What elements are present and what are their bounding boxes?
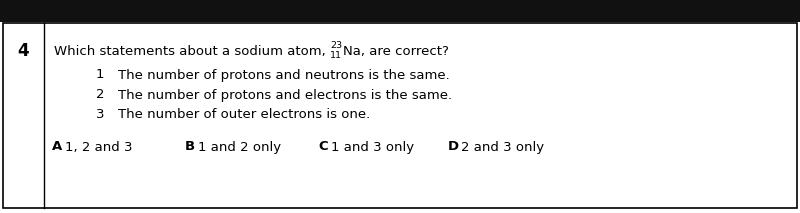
Text: The number of outer electrons is one.: The number of outer electrons is one. bbox=[118, 108, 370, 121]
Text: A: A bbox=[52, 141, 62, 154]
Text: D: D bbox=[448, 141, 459, 154]
Text: 4: 4 bbox=[18, 42, 30, 60]
Text: 11: 11 bbox=[330, 52, 342, 60]
Bar bbox=[3, 23, 797, 208]
Text: 2 and 3 only: 2 and 3 only bbox=[461, 141, 544, 154]
Text: 1 and 2 only: 1 and 2 only bbox=[198, 141, 281, 154]
Text: 2: 2 bbox=[96, 88, 104, 102]
Text: 1: 1 bbox=[96, 69, 104, 82]
Text: The number of protons and neutrons is the same.: The number of protons and neutrons is th… bbox=[118, 69, 450, 82]
Text: The number of protons and electrons is the same.: The number of protons and electrons is t… bbox=[118, 88, 452, 102]
Text: Which statements about a sodium atom,: Which statements about a sodium atom, bbox=[54, 45, 330, 58]
Text: Na, are correct?: Na, are correct? bbox=[343, 45, 449, 58]
Text: C: C bbox=[318, 141, 328, 154]
Bar bbox=[0, 0, 800, 22]
Text: 1 and 3 only: 1 and 3 only bbox=[331, 141, 414, 154]
Text: 3: 3 bbox=[96, 108, 104, 121]
Text: 1, 2 and 3: 1, 2 and 3 bbox=[65, 141, 133, 154]
Text: 23: 23 bbox=[330, 42, 342, 50]
Text: B: B bbox=[185, 141, 195, 154]
